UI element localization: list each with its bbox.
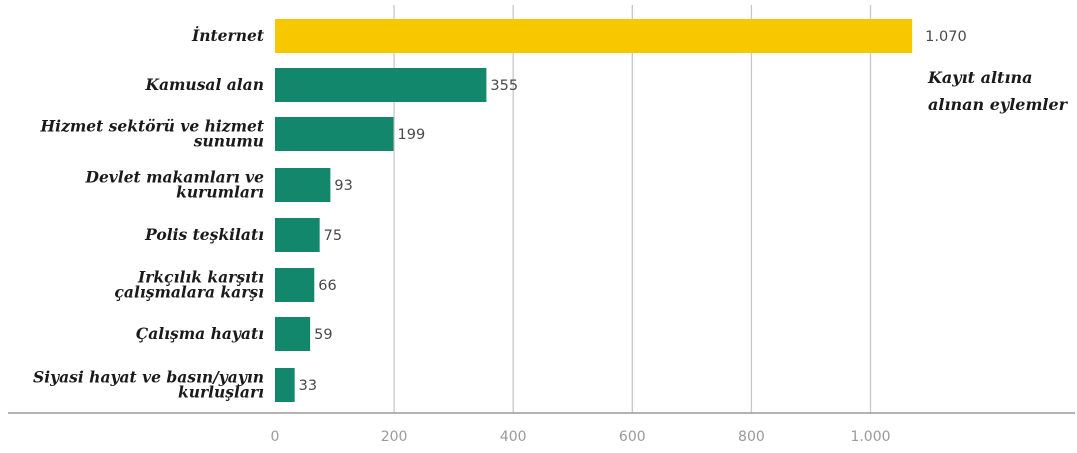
- value-label: 199: [398, 127, 426, 143]
- category-label: Hizmet sektörü ve hizmet: [40, 117, 265, 136]
- annotation-label: alınan eylemler: [928, 95, 1069, 114]
- annotation-label: Kayıt altına: [927, 68, 1033, 87]
- value-label: 93: [334, 178, 352, 194]
- bar-1: [275, 68, 487, 102]
- bar-2: [275, 117, 394, 151]
- category-label: Siyasi hayat ve basın/yayın: [33, 368, 264, 387]
- category-label: Kamusal alan: [145, 75, 264, 94]
- category-label: kurluşları: [178, 383, 264, 402]
- x-tick-label: 600: [619, 429, 646, 445]
- value-label: 75: [324, 228, 342, 244]
- value-label: 33: [299, 378, 317, 394]
- category-label: Devlet makamları ve: [85, 168, 265, 187]
- x-tick-label: 200: [381, 429, 408, 445]
- bar-5: [275, 268, 315, 302]
- bar-7: [275, 368, 295, 402]
- x-tick-label: 1.000: [850, 429, 890, 445]
- value-label: 66: [318, 278, 336, 294]
- bar-4: [275, 218, 320, 252]
- bar-3: [275, 168, 331, 202]
- category-label: kurumları: [176, 183, 264, 202]
- value-label: 59: [314, 327, 332, 343]
- category-label: sunumu: [194, 132, 264, 151]
- x-tick-label: 400: [500, 429, 527, 445]
- bar-0: [275, 19, 913, 53]
- category-label: Irkçılık karşıtı: [137, 268, 264, 287]
- category-label: çalışmalara karşı: [114, 283, 264, 302]
- value-label: 1.070: [925, 29, 967, 45]
- bar-6: [275, 317, 311, 351]
- category-label: İnternet: [191, 26, 265, 45]
- x-tick-label: 800: [738, 429, 765, 445]
- category-label: Polis teşkilatı: [144, 225, 264, 244]
- category-label: Çalışma hayatı: [136, 324, 264, 343]
- x-tick-label: 0: [271, 429, 280, 445]
- value-label: 355: [490, 78, 518, 94]
